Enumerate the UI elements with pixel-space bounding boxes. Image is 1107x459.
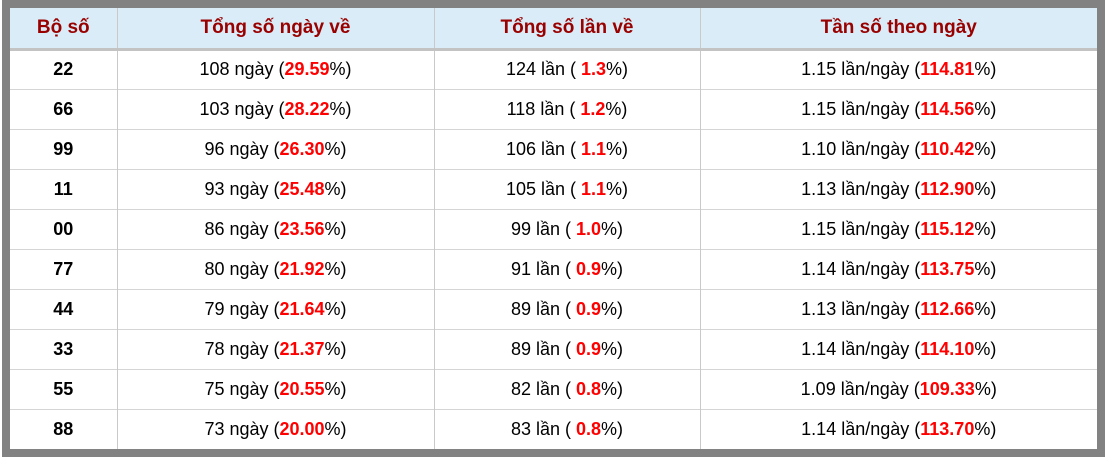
cell-times: 89 lần ( 0.9%)	[433, 288, 700, 329]
highlight-percent: 28.22	[284, 98, 330, 119]
cell-times: 83 lần ( 0.8%)	[433, 408, 700, 449]
cell-freq: 1.15 lần/ngày (114.56%)	[699, 88, 1097, 129]
highlight-percent: 26.30	[279, 138, 325, 159]
cell-days: 108 ngày (29.59%)	[116, 49, 434, 89]
highlight-percent: 115.12	[920, 218, 975, 239]
table-row: 55 75 ngày (20.55%) 82 lần ( 0.8%) 1.09 lần…	[10, 368, 1097, 409]
header-pair: Bộ số	[10, 8, 117, 51]
cell-pair: 77	[10, 248, 117, 289]
highlight-percent: 25.48	[279, 178, 325, 199]
cell-days: 73 ngày (20.00%)	[116, 408, 434, 449]
table-body: 22 108 ngày (29.59%) 124 lần ( 1.3%) 1.15 l…	[10, 49, 1097, 449]
cell-times: 89 lần ( 0.9%)	[433, 328, 700, 369]
cell-days: 75 ngày (20.55%)	[116, 368, 434, 409]
lottery-stats-table: Bộ số Tổng số ngày về Tổng số lần về Tần…	[10, 8, 1097, 449]
cell-days: 79 ngày (21.64%)	[116, 288, 434, 329]
cell-pair: 11	[10, 168, 117, 209]
highlight-percent: 21.37	[279, 338, 325, 359]
cell-days: 80 ngày (21.92%)	[116, 248, 434, 289]
cell-pair: 66	[10, 88, 117, 129]
highlight-percent: 23.56	[279, 218, 325, 239]
highlight-percent: 114.81	[920, 59, 975, 79]
highlight-percent: 0.9	[576, 258, 602, 279]
table-row: 99 96 ngày (26.30%) 106 lần ( 1.1%) 1.10 lầ…	[10, 128, 1097, 169]
highlight-percent: 110.42	[920, 138, 975, 159]
highlight-percent: 112.90	[920, 178, 975, 199]
cell-freq: 1.13 lần/ngày (112.90%)	[699, 168, 1097, 209]
header-days: Tổng số ngày về	[116, 8, 434, 51]
highlight-percent: 20.00	[279, 418, 325, 439]
cell-freq: 1.09 lần/ngày (109.33%)	[699, 368, 1097, 409]
cell-pair: 99	[10, 128, 117, 169]
header-times: Tổng số lần về	[433, 8, 700, 51]
table-row: 44 79 ngày (21.64%) 89 lần ( 0.9%) 1.13 lần…	[10, 288, 1097, 329]
highlight-percent: 0.8	[576, 378, 602, 399]
cell-days: 93 ngày (25.48%)	[116, 168, 434, 209]
cell-times: 99 lần ( 1.0%)	[433, 208, 700, 249]
cell-times: 124 lần ( 1.3%)	[433, 49, 700, 89]
cell-pair: 88	[10, 408, 117, 449]
highlight-percent: 114.10	[920, 338, 975, 359]
highlight-percent: 109.33	[919, 378, 975, 399]
cell-pair: 44	[10, 288, 117, 329]
highlight-percent: 0.9	[576, 338, 602, 359]
cell-times: 82 lần ( 0.8%)	[433, 368, 700, 409]
cell-times: 105 lần ( 1.1%)	[433, 168, 700, 209]
table-row: 77 80 ngày (21.92%) 91 lần ( 0.9%) 1.14 lần…	[10, 248, 1097, 289]
highlight-percent: 112.66	[920, 298, 975, 319]
highlight-percent: 1.0	[576, 218, 602, 239]
cell-freq: 1.14 lần/ngày (114.10%)	[699, 328, 1097, 369]
cell-pair: 55	[10, 368, 117, 409]
highlight-percent: 1.3	[581, 59, 607, 79]
highlight-percent: 0.9	[576, 298, 602, 319]
cell-freq: 1.15 lần/ngày (114.81%)	[699, 49, 1097, 89]
highlight-percent: 29.59	[284, 59, 330, 79]
cell-pair: 00	[10, 208, 117, 249]
cell-times: 118 lần ( 1.2%)	[433, 88, 700, 129]
cell-freq: 1.14 lần/ngày (113.75%)	[699, 248, 1097, 289]
highlight-percent: 113.75	[920, 258, 975, 279]
cell-pair: 33	[10, 328, 117, 369]
cell-times: 91 lần ( 0.9%)	[433, 248, 700, 289]
cell-days: 78 ngày (21.37%)	[116, 328, 434, 369]
table-row: 33 78 ngày (21.37%) 89 lần ( 0.9%) 1.14 lần…	[10, 328, 1097, 369]
highlight-percent: 21.64	[279, 298, 325, 319]
table-row: 22 108 ngày (29.59%) 124 lần ( 1.3%) 1.15 l…	[10, 49, 1097, 89]
cell-pair: 22	[53, 59, 74, 79]
highlight-percent: 114.56	[920, 98, 975, 119]
header-freq: Tần số theo ngày	[699, 8, 1097, 51]
highlight-percent: 1.2	[580, 98, 606, 119]
table-row: 11 93 ngày (25.48%) 105 lần ( 1.1%) 1.13 lầ…	[10, 168, 1097, 209]
cell-freq: 1.10 lần/ngày (110.42%)	[699, 128, 1097, 169]
cell-freq: 1.14 lần/ngày (113.70%)	[699, 408, 1097, 449]
table-row: 88 73 ngày (20.00%) 83 lần ( 0.8%) 1.14 lần…	[10, 408, 1097, 449]
highlight-percent: 1.1	[581, 138, 607, 159]
highlight-percent: 20.55	[279, 378, 325, 399]
highlight-percent: 1.1	[581, 178, 607, 199]
cell-days: 96 ngày (26.30%)	[116, 128, 434, 169]
cell-times: 106 lần ( 1.1%)	[433, 128, 700, 169]
table-header-row: Bộ số Tổng số ngày về Tổng số lần về Tần…	[10, 8, 1097, 51]
table-row: 66 103 ngày (28.22%) 118 lần ( 1.2%) 1.15 l…	[10, 88, 1097, 129]
cell-freq: 1.15 lần/ngày (115.12%)	[699, 208, 1097, 249]
highlight-percent: 21.92	[279, 258, 325, 279]
cell-days: 86 ngày (23.56%)	[116, 208, 434, 249]
highlight-percent: 113.70	[920, 418, 975, 439]
cell-days: 103 ngày (28.22%)	[116, 88, 434, 129]
highlight-percent: 0.8	[576, 418, 602, 439]
cell-freq: 1.13 lần/ngày (112.66%)	[699, 288, 1097, 329]
table-row: 00 86 ngày (23.56%) 99 lần ( 1.0%) 1.15 lần…	[10, 208, 1097, 249]
